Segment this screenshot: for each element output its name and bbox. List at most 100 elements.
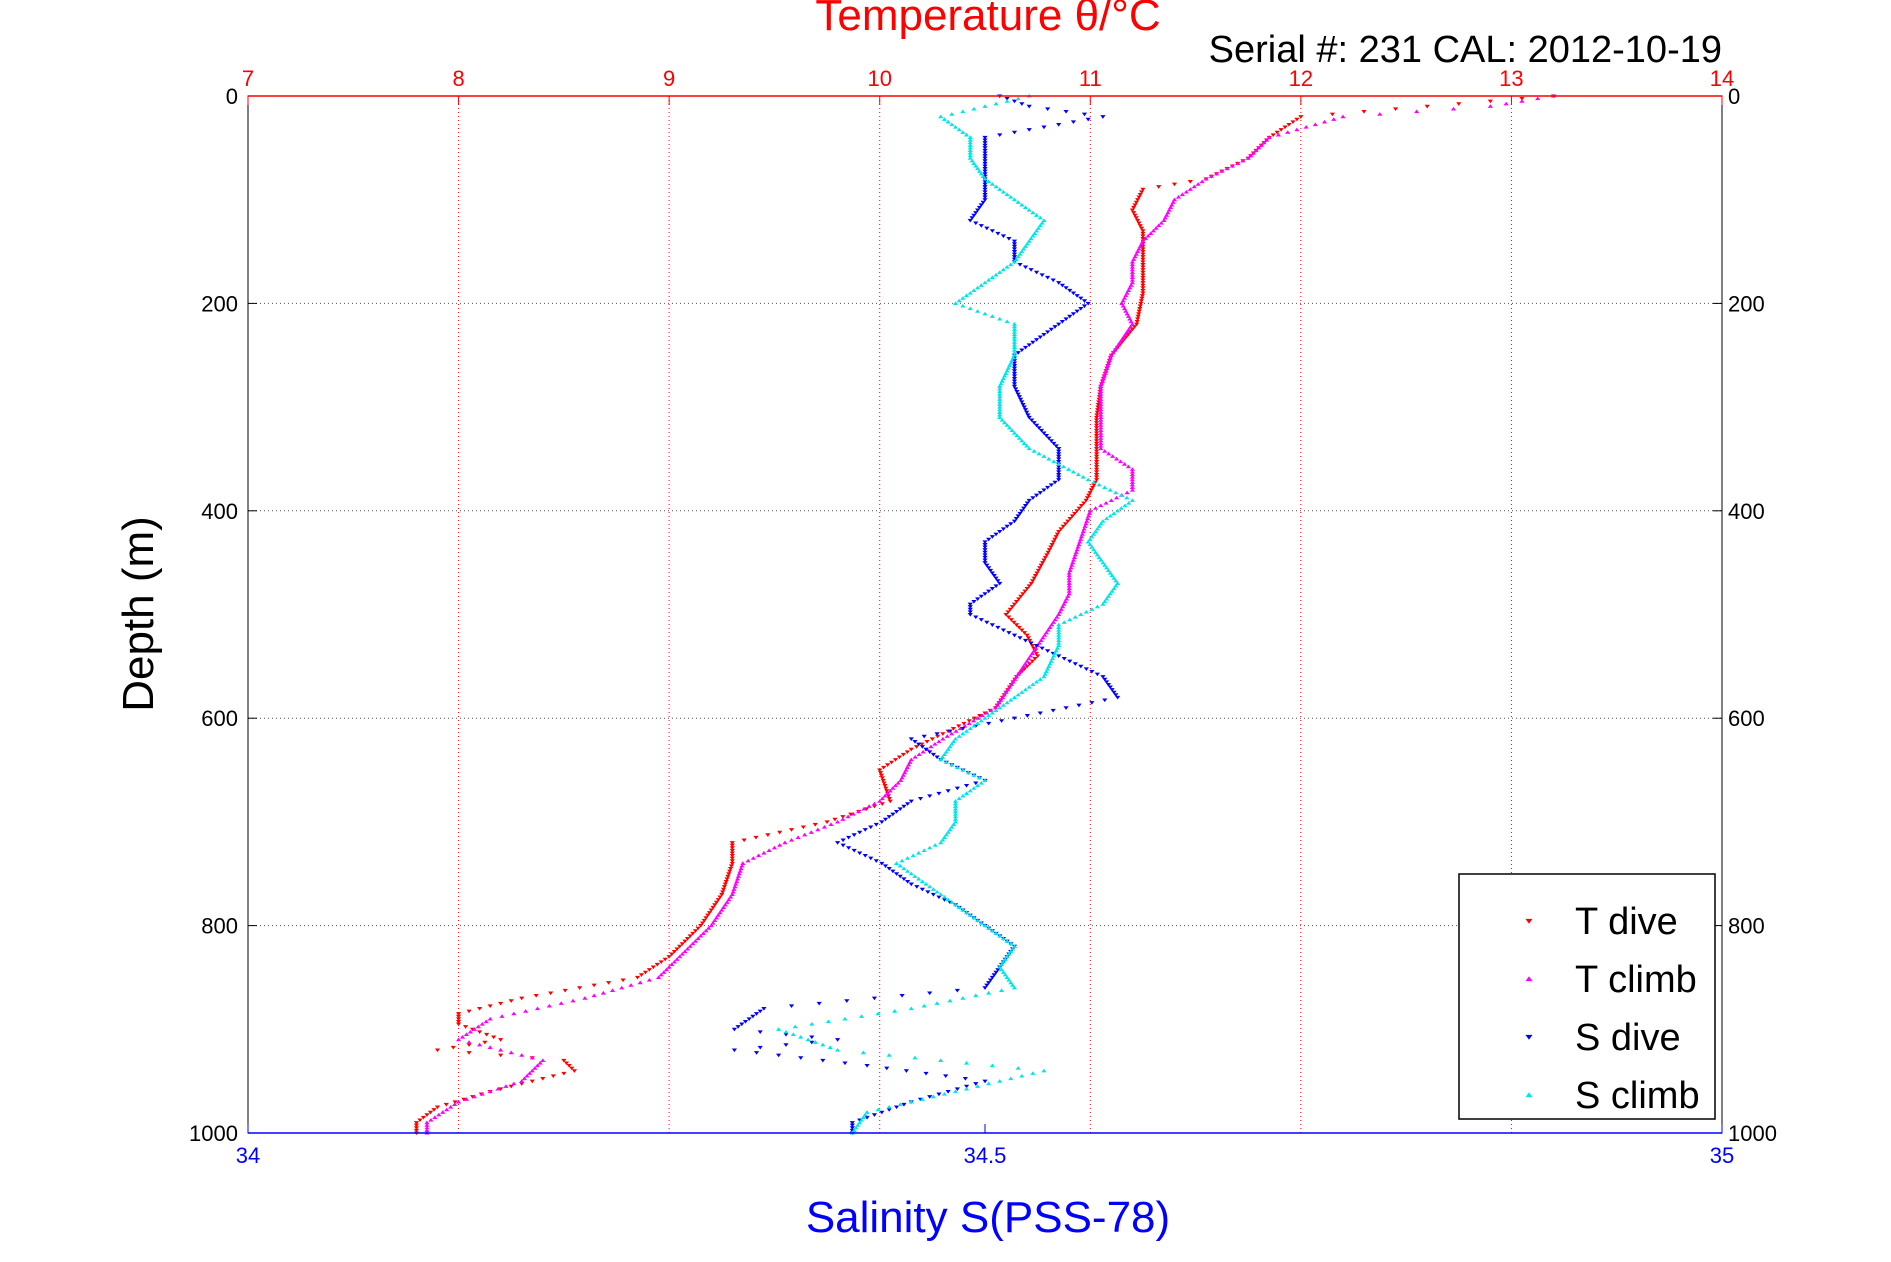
data-point [776, 1053, 782, 1058]
data-point [1006, 685, 1013, 689]
data-point [1078, 537, 1084, 541]
data-point [1029, 418, 1035, 423]
data-point [938, 892, 944, 897]
data-point [1114, 345, 1120, 350]
data-point [1094, 472, 1100, 477]
data-point [956, 724, 962, 729]
data-point [1078, 534, 1085, 539]
data-point [975, 597, 981, 602]
data-point [882, 817, 889, 822]
data-point [971, 288, 977, 292]
data-point [982, 167, 988, 171]
data-point [1063, 706, 1069, 710]
data-point [591, 983, 597, 988]
data-point [1011, 130, 1018, 135]
data-point [905, 869, 911, 873]
data-point [989, 928, 995, 933]
data-point [941, 895, 948, 899]
data-point [982, 176, 988, 181]
data-point [498, 1038, 504, 1042]
data-point [1240, 158, 1246, 163]
data-point [795, 835, 801, 840]
data-point [997, 933, 1003, 938]
data-point [1050, 278, 1056, 283]
data-point [1098, 407, 1104, 412]
data-point [731, 1048, 738, 1053]
data-point [835, 819, 841, 824]
data-point [997, 392, 1003, 396]
data-point [1008, 262, 1014, 267]
data-point [1030, 1071, 1036, 1075]
data-point [1011, 985, 1018, 990]
data-point [533, 994, 539, 998]
data-point [498, 1047, 504, 1052]
data-point [1000, 936, 1007, 941]
data-point [1006, 952, 1012, 956]
data-point [1137, 192, 1143, 197]
data-point [1082, 524, 1088, 528]
data-point [1102, 485, 1108, 490]
data-point [1085, 516, 1091, 521]
data-point [986, 277, 992, 282]
data-point [1037, 335, 1043, 340]
data-point [757, 1045, 763, 1050]
data-point [1011, 384, 1018, 389]
data-point [952, 812, 959, 816]
data-point [840, 815, 846, 819]
data-point [1124, 490, 1130, 495]
data-point [986, 713, 992, 718]
data-point [928, 744, 934, 749]
data-point [1022, 687, 1029, 692]
data-point [1072, 552, 1078, 557]
data-point [646, 977, 653, 982]
data-point [1129, 272, 1135, 277]
data-point [1124, 329, 1130, 334]
data-point [1098, 410, 1104, 414]
data-point [1199, 179, 1205, 184]
data-point [569, 1066, 575, 1071]
data-point [1098, 392, 1104, 396]
data-point [1068, 565, 1074, 570]
data-point [997, 133, 1003, 137]
data-point [782, 840, 788, 845]
data-point [550, 1074, 556, 1079]
data-point [729, 856, 735, 861]
data-point [1089, 701, 1095, 705]
data-point [952, 799, 959, 803]
data-point [1034, 571, 1040, 576]
data-point [1061, 657, 1067, 661]
data-point [976, 169, 983, 173]
data-point [1070, 291, 1077, 296]
data-point [1132, 213, 1138, 218]
data-point [952, 902, 959, 907]
data-point [1081, 526, 1087, 531]
data-point [609, 988, 616, 992]
data-point [1004, 423, 1010, 427]
data-point [932, 843, 938, 847]
salinity-tick-label: 34 [236, 1143, 260, 1168]
data-point [971, 786, 977, 790]
data-point [1010, 983, 1016, 987]
data-point [967, 218, 973, 223]
data-point [1098, 415, 1104, 420]
data-point [695, 936, 701, 941]
data-point [945, 789, 951, 793]
data-point [1022, 265, 1029, 270]
data-point [982, 135, 988, 140]
data-point [1133, 200, 1139, 205]
legend-label: S dive [1575, 1017, 1681, 1059]
data-point [1051, 459, 1057, 464]
data-point [1090, 485, 1096, 490]
data-point [967, 145, 973, 150]
data-point [1102, 449, 1108, 453]
data-point [728, 864, 735, 869]
legend-marker [1525, 1092, 1533, 1098]
data-point [914, 885, 920, 889]
data-point [978, 718, 984, 723]
data-point [1140, 234, 1146, 239]
data-point [982, 986, 988, 990]
data-point [899, 858, 905, 863]
data-point [853, 1125, 859, 1130]
data-point [1535, 96, 1541, 101]
data-point [934, 755, 940, 760]
